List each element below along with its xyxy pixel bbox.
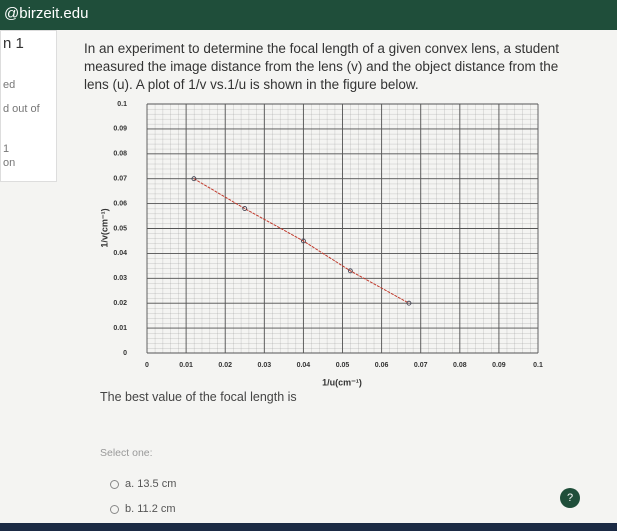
sidebar-text: on bbox=[3, 157, 16, 169]
data-point bbox=[347, 268, 353, 274]
x-tick-label: 0.04 bbox=[297, 362, 311, 369]
y-tick-label: 0.08 bbox=[113, 151, 127, 158]
data-point bbox=[242, 206, 248, 211]
x-axis-label: 1/u(cm⁻¹) bbox=[322, 377, 362, 387]
prompt: The best value of the focal length is bbox=[100, 390, 297, 404]
y-axis-label: 1/v(cm⁻¹) bbox=[99, 208, 109, 247]
y-tick-label: 0.09 bbox=[113, 126, 127, 133]
select-label: Select one: bbox=[100, 447, 153, 459]
y-tick-label: 0.03 bbox=[113, 275, 127, 282]
chart: 1/v(cm⁻¹) 1/u(cm⁻¹) 0 0.01 0.02 0.03 0.04 0.0… bbox=[99, 101, 543, 388]
x-tick-label: 0.09 bbox=[492, 362, 506, 369]
question-text: In an experiment to determine the focal … bbox=[84, 41, 560, 92]
option-text: b. 11.2 cm bbox=[125, 503, 176, 515]
x-tick-label: 0.03 bbox=[257, 362, 271, 369]
x-tick-label: 0.02 bbox=[218, 362, 232, 369]
x-tick-label: 0.1 bbox=[533, 362, 543, 369]
sidebar: n 1 ed d out of 1 on bbox=[0, 30, 57, 182]
x-tick-label: 0.01 bbox=[179, 362, 193, 369]
y-tick-label: 0.1 bbox=[117, 101, 127, 108]
option[interactable]: a. 13.5 cm bbox=[110, 478, 176, 490]
data-point bbox=[300, 238, 306, 244]
sidebar-text: d out of bbox=[3, 103, 40, 115]
data-line bbox=[193, 178, 410, 304]
sidebar-text: ed bbox=[3, 79, 16, 91]
help-button[interactable]: ? bbox=[560, 488, 580, 508]
site-name: @birzeit.edu bbox=[4, 5, 89, 22]
y-tick-label: 0.04 bbox=[113, 250, 127, 257]
y-tick-label: 0.01 bbox=[113, 325, 127, 332]
x-tick-label: 0.08 bbox=[453, 362, 467, 369]
x-tick-label: 0 bbox=[145, 362, 149, 369]
sidebar-text: 1 bbox=[3, 143, 10, 155]
x-tick-label: 0.05 bbox=[336, 362, 350, 369]
data-point bbox=[406, 300, 412, 306]
data-point bbox=[191, 176, 197, 182]
sidebar-text: n 1 bbox=[3, 35, 24, 52]
taskbar bbox=[0, 523, 617, 531]
y-tick-label: 0.07 bbox=[113, 176, 127, 183]
y-tick-label: 0 bbox=[123, 350, 127, 357]
x-tick-label: 0.07 bbox=[414, 362, 428, 369]
top-bar: @birzeit.edu bbox=[0, 0, 617, 30]
y-tick-label: 0.05 bbox=[113, 225, 127, 232]
y-tick-label: 0.02 bbox=[113, 300, 127, 307]
option-text: a. 13.5 cm bbox=[125, 478, 177, 490]
y-tick-label: 0.06 bbox=[113, 200, 127, 207]
option[interactable]: b. 11.2 cm bbox=[110, 503, 176, 515]
x-tick-label: 0.06 bbox=[375, 362, 389, 369]
